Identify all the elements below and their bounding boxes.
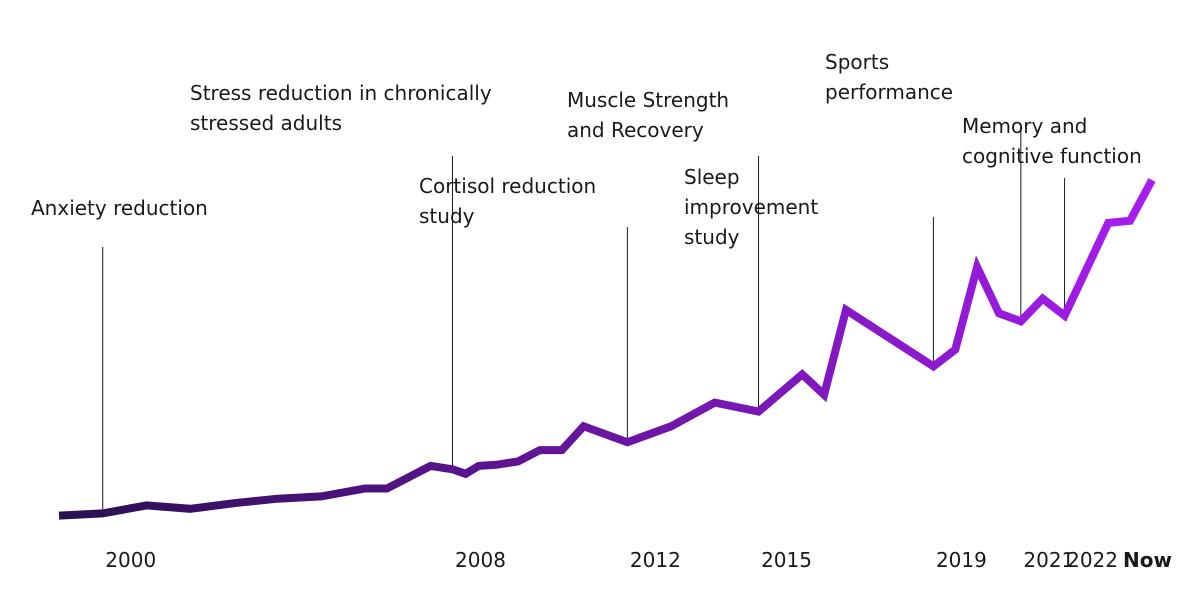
milestone-label-line: performance <box>825 80 953 104</box>
milestone-label: Muscle Strength and Recovery <box>567 88 729 142</box>
milestone-label-line: study <box>684 225 740 249</box>
x-tick-label: 2015 <box>761 548 812 572</box>
series-line-group <box>58 178 1156 520</box>
milestone-label-line: study <box>419 204 475 228</box>
x-tick-label: 2022 <box>1067 548 1118 572</box>
x-tick-label: Now <box>1123 548 1172 572</box>
milestone-label-line: Stress reduction in chronically <box>190 81 492 105</box>
x-tick-label: 2021 <box>1023 548 1074 572</box>
milestone-label-line: Anxiety reduction <box>31 196 208 220</box>
x-tick-label: 2008 <box>455 548 506 572</box>
annotation-labels: Anxiety reduction Stress reduction in chr… <box>31 50 1142 249</box>
milestone-label: Anxiety reduction <box>31 196 208 220</box>
milestone-label: Sports performance <box>825 50 953 104</box>
leader-lines <box>102 125 1066 514</box>
x-tick-label: 2012 <box>630 548 681 572</box>
milestone-label: Sleep improvement study <box>684 165 818 249</box>
milestone-label-line: improvement <box>684 195 818 219</box>
milestone-label: Cortisol reduction study <box>419 174 596 228</box>
x-tick-label: 2019 <box>936 548 987 572</box>
milestone-label-line: Cortisol reduction <box>419 174 596 198</box>
milestone-label: Memory and cognitive function <box>962 114 1142 168</box>
milestone-label-line: Muscle Strength <box>567 88 729 112</box>
milestone-label: Stress reduction in chronically stressed … <box>190 81 492 135</box>
milestone-label-line: stressed adults <box>190 111 342 135</box>
milestone-label-line: Memory and <box>962 114 1087 138</box>
milestone-label-line: Sleep <box>684 165 740 189</box>
milestone-label-line: Sports <box>825 50 889 74</box>
milestone-label-line: and Recovery <box>567 118 704 142</box>
milestone-label-line: cognitive function <box>962 144 1142 168</box>
series-line <box>58 178 1156 520</box>
x-tick-label: 2000 <box>105 548 156 572</box>
